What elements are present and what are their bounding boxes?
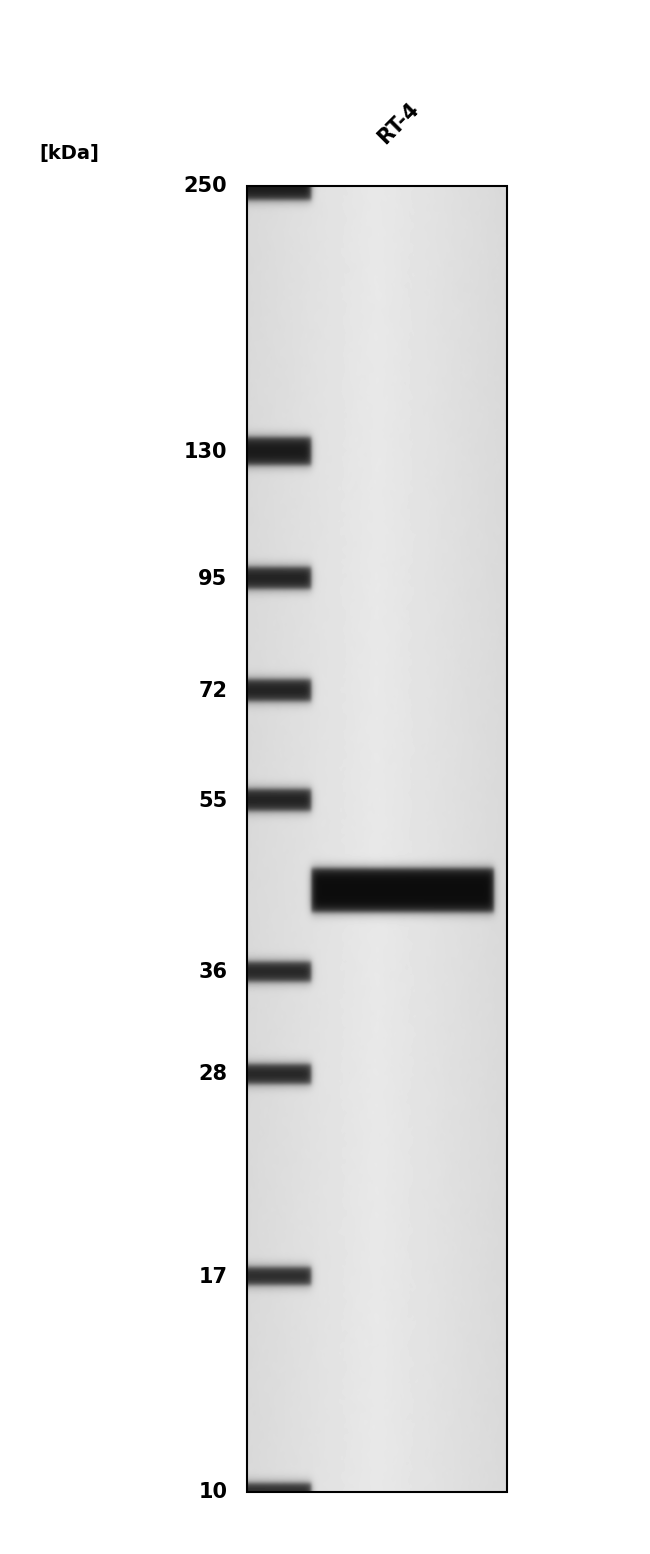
- Text: 28: 28: [198, 1064, 228, 1085]
- Text: 17: 17: [198, 1267, 228, 1287]
- Text: 10: 10: [198, 1483, 228, 1501]
- Text: 130: 130: [184, 441, 228, 462]
- Text: 55: 55: [198, 791, 228, 811]
- Text: RT-4: RT-4: [374, 98, 422, 148]
- Bar: [247, 186, 507, 1492]
- Text: 95: 95: [198, 569, 228, 589]
- Text: [kDa]: [kDa]: [39, 145, 99, 163]
- Text: 250: 250: [184, 177, 228, 196]
- Text: 36: 36: [198, 962, 228, 982]
- Text: 72: 72: [198, 681, 228, 701]
